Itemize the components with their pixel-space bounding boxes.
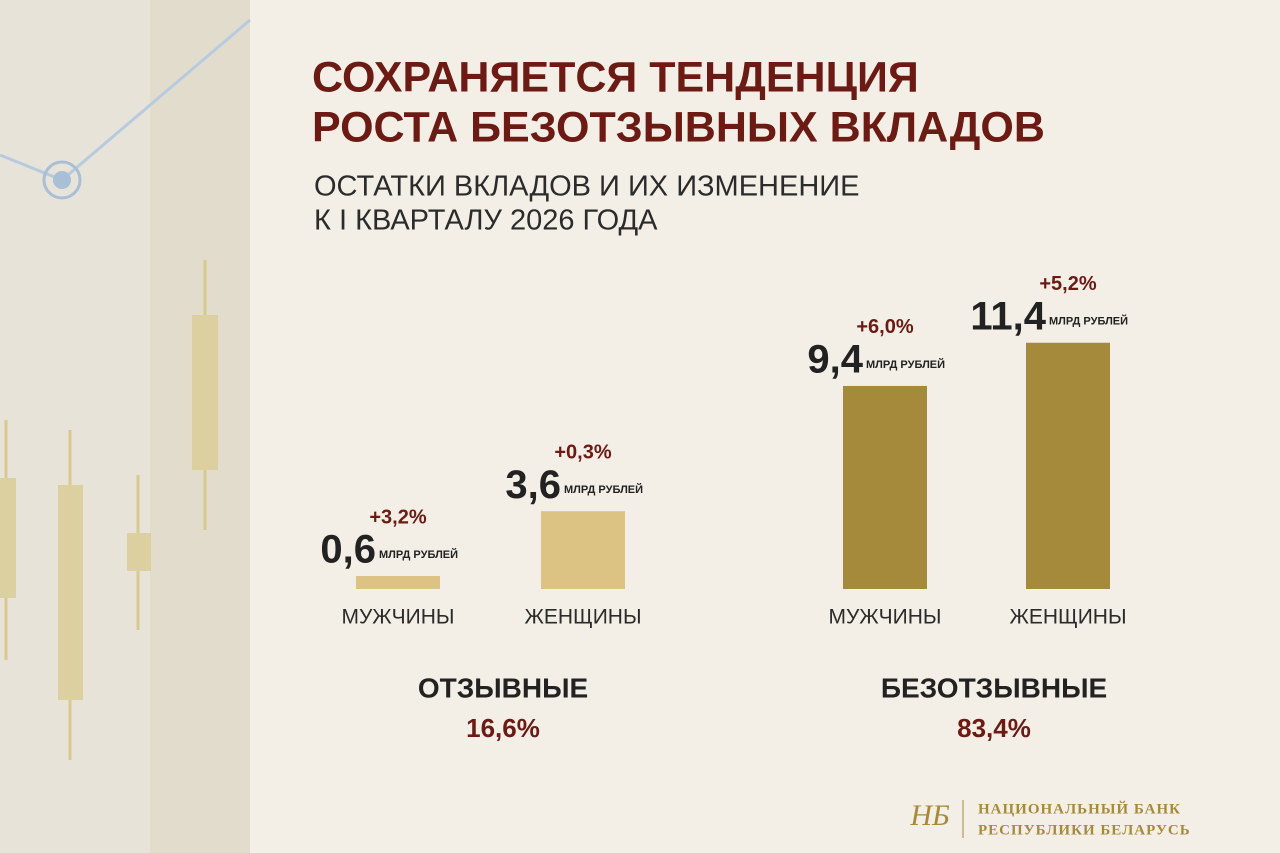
logo-text: РЕСПУБЛИКИ БЕЛАРУСЬ	[978, 822, 1191, 838]
title: РОСТА БЕЗОТЗЫВНЫХ ВКЛАДОВ	[312, 103, 1045, 151]
value-unit: МЛРД РУБЛЕЙ	[379, 548, 458, 561]
category-label: ЖЕНЩИНЫ	[1009, 606, 1126, 629]
change-label: +6,0%	[856, 316, 913, 338]
group-share: 16,6%	[466, 713, 540, 743]
title: СОХРАНЯЕТСЯ ТЕНДЕНЦИЯ	[312, 53, 919, 101]
bar	[843, 385, 927, 589]
value-label: 11,4	[970, 294, 1046, 338]
value-label: 9,4	[807, 338, 863, 382]
bar	[541, 511, 625, 589]
value-label: 0,6	[320, 528, 376, 572]
group-title: БЕЗОТЗЫВНЫЕ	[881, 672, 1107, 703]
category-label: МУЖЧИНЫ	[828, 606, 941, 629]
change-label: +3,2%	[369, 506, 426, 528]
category-label: ЖЕНЩИНЫ	[524, 606, 641, 629]
group-share: 83,4%	[957, 713, 1031, 743]
value-unit: МЛРД РУБЛЕЙ	[564, 483, 643, 496]
value-unit: МЛРД РУБЛЕЙ	[1049, 315, 1128, 328]
logo: НБ НАЦИОНАЛЬНЫЙ БАНК РЕСПУБЛИКИ БЕЛАРУСЬ	[909, 799, 1191, 839]
bar	[1026, 342, 1110, 589]
value-unit: МЛРД РУБЛЕЙ	[866, 358, 945, 371]
value-label: 3,6	[505, 463, 561, 507]
category-label: МУЖЧИНЫ	[341, 606, 454, 629]
subtitle: К I КВАРТАЛУ 2026 ГОДА	[314, 205, 658, 237]
decor-panel	[0, 0, 251, 853]
change-label: +0,3%	[554, 442, 611, 464]
svg-text:НБ: НБ	[909, 799, 950, 832]
group-title: ОТЗЫВНЫЕ	[418, 672, 588, 703]
change-label: +5,2%	[1039, 273, 1096, 295]
subtitle: ОСТАТКИ ВКЛАДОВ И ИХ ИЗМЕНЕНИЕ	[314, 171, 859, 203]
logo-text: НАЦИОНАЛЬНЫЙ БАНК	[978, 800, 1181, 817]
bar	[356, 576, 440, 589]
